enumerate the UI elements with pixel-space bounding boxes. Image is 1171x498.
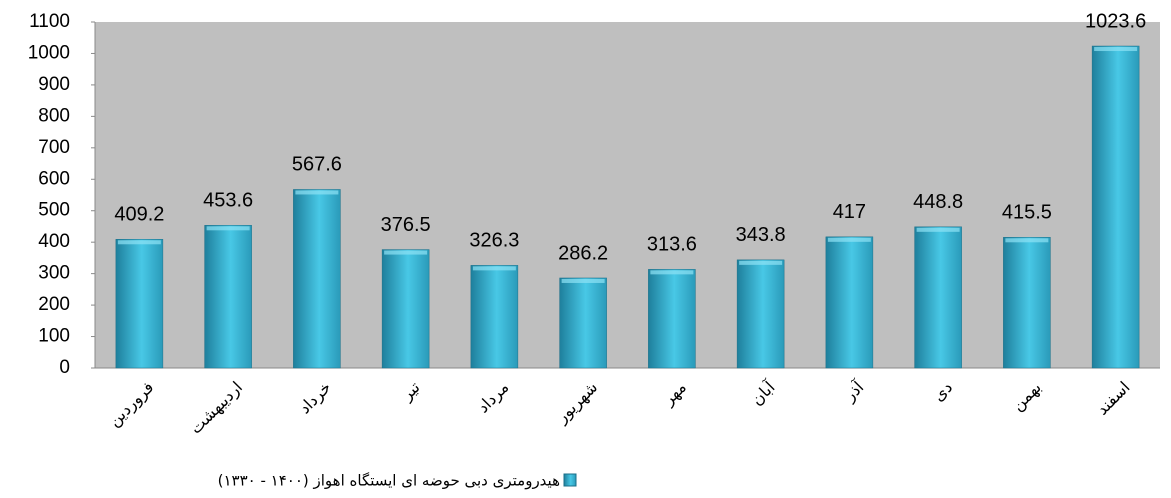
data-label: 376.5 <box>381 214 431 236</box>
bar <box>115 239 164 369</box>
bar-cap <box>827 237 871 242</box>
data-label: 286.2 <box>558 242 608 264</box>
x-tick-label: آبان <box>747 376 780 409</box>
bar-cap <box>561 278 605 283</box>
y-tick-label: 1100 <box>29 11 70 32</box>
y-tick-label: 500 <box>38 200 70 221</box>
data-label: 453.6 <box>203 190 253 212</box>
bar <box>293 189 341 369</box>
y-tick-label: 700 <box>38 137 70 158</box>
y-tick-label: 400 <box>38 231 70 252</box>
x-tick-label: فروردین <box>105 378 159 432</box>
bar <box>559 277 607 369</box>
y-tick-label: 0 <box>59 357 70 378</box>
bar-cap <box>1094 47 1138 52</box>
bar-cap <box>384 250 428 255</box>
x-tick-label: دی <box>929 378 956 405</box>
data-label: 1023.6 <box>1085 10 1146 32</box>
legend-label: هیدرومتری دبی حوضه ای ایستگاه اهواز (۱۴۰… <box>218 472 560 490</box>
bar <box>825 236 874 369</box>
y-tick-label: 900 <box>38 74 70 95</box>
y-tick-label: 800 <box>38 105 70 126</box>
x-tick-label: تیر <box>397 378 425 406</box>
data-label: 343.8 <box>736 224 786 246</box>
data-label: 326.3 <box>469 230 519 252</box>
data-label: 415.5 <box>1002 202 1052 224</box>
data-label: 313.6 <box>647 234 697 256</box>
y-tick-label: 1000 <box>28 42 70 63</box>
bar <box>736 259 785 369</box>
data-label: 409.2 <box>114 204 164 226</box>
bar <box>914 226 962 369</box>
bar <box>470 265 519 369</box>
legend-swatch <box>563 473 577 487</box>
y-tick-label: 300 <box>38 263 70 284</box>
y-tick-label: 600 <box>38 168 70 189</box>
bar-cap <box>916 227 960 232</box>
x-tick-label: مهر <box>658 378 690 410</box>
data-label: 417 <box>833 201 866 223</box>
bar <box>648 269 696 369</box>
data-label: 448.8 <box>913 191 963 213</box>
plot-area <box>95 22 1160 368</box>
x-tick-label: خرداد <box>295 378 336 419</box>
bar <box>204 225 252 369</box>
bar-cap <box>1005 238 1049 243</box>
data-label: 567.6 <box>292 154 342 176</box>
y-tick-label: 200 <box>38 294 70 315</box>
bar-cap <box>650 270 694 275</box>
bar-cap <box>739 260 783 265</box>
bar <box>1003 237 1051 369</box>
x-tick-label: اسفند <box>1093 378 1134 419</box>
bar-cap <box>206 226 250 231</box>
bar-cap <box>472 266 516 271</box>
x-tick-label: بهمن <box>1008 378 1046 416</box>
bar <box>381 249 430 369</box>
x-tick-label: اردیبهشت <box>186 378 247 439</box>
x-tick-label: آذر <box>840 376 870 406</box>
x-tick-label: شهریور <box>552 378 602 428</box>
bar-cap <box>117 240 161 245</box>
bar-cap <box>295 190 339 195</box>
x-tick-label: مرداد <box>473 378 513 418</box>
bar <box>1091 45 1140 369</box>
y-tick-label: 100 <box>38 326 70 347</box>
